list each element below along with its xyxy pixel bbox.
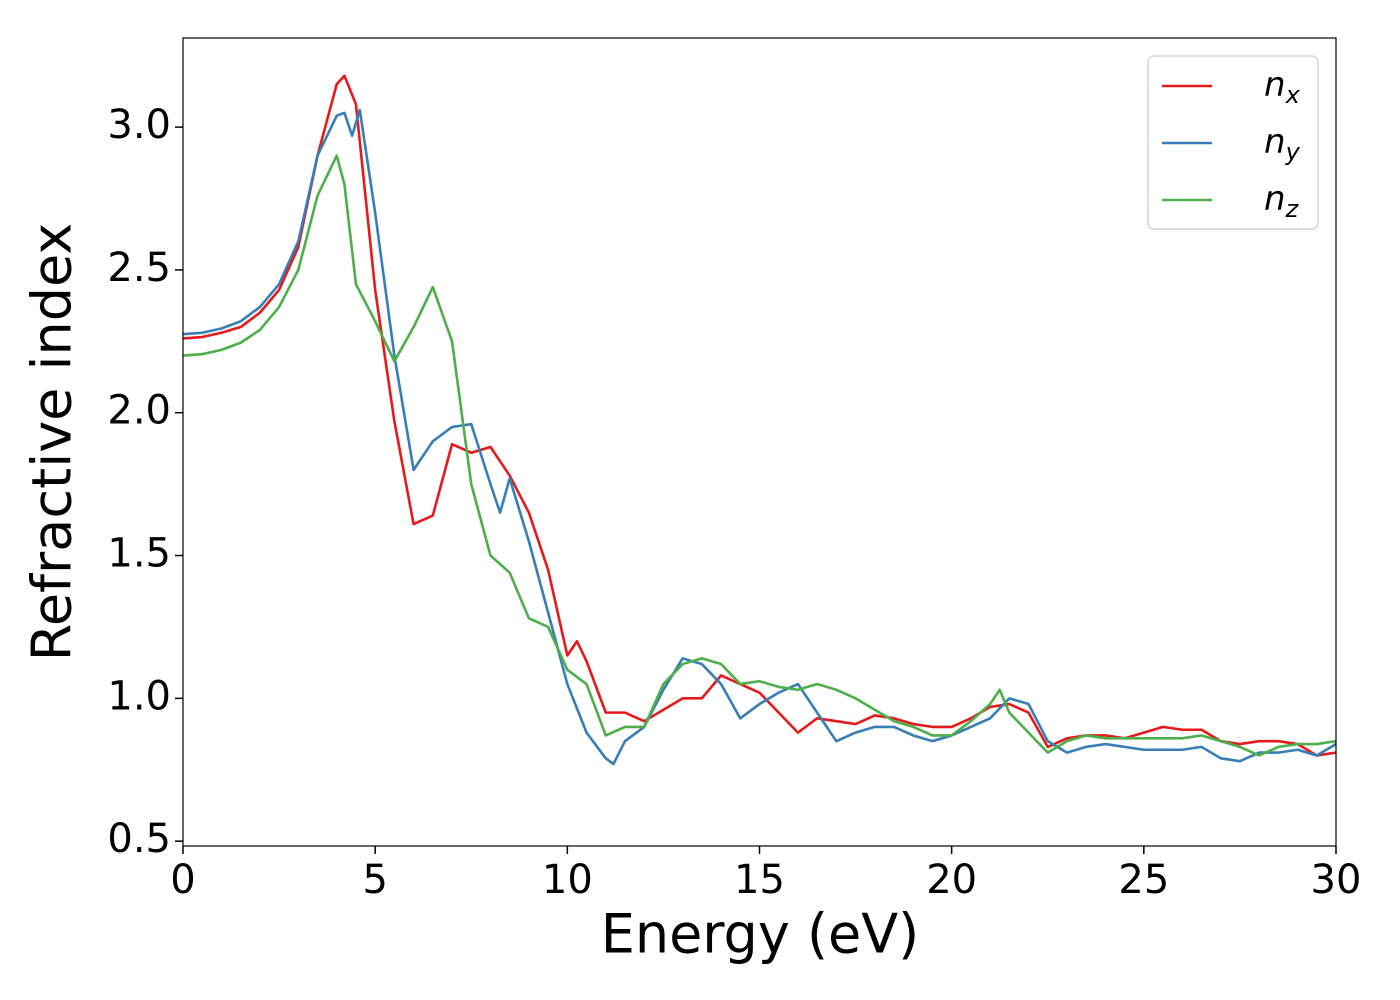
y-tick-label: 1.5 [107,531,171,577]
line-series [183,154,1336,757]
x-tick-label: 30 [1311,857,1362,903]
x-tick-label: 5 [362,857,387,903]
plot-frame [182,37,1337,847]
line-series [183,108,1336,766]
x-tick-label: 25 [1118,857,1169,903]
legend-label: ny [1264,122,1301,167]
legend-label: nx [1264,65,1301,110]
x-tick-label: 15 [734,857,785,903]
legend-box [1147,55,1319,230]
y-tick-label: 3.0 [107,102,171,148]
legend-label: nz [1264,179,1300,224]
y-tick-label: 2.5 [107,245,171,291]
x-tick-label: 20 [926,857,977,903]
x-tick-label: 10 [542,857,593,903]
y-tick-label: 0.5 [107,816,171,862]
y-tick-label: 1.0 [107,673,171,719]
x-tick-label: 0 [170,857,195,903]
legend: nx ny nz [1147,55,1319,230]
y-axis-label: Refractive index [21,223,84,662]
x-axis-label: Energy (eV) [601,903,920,966]
y-tick-label: 2.0 [107,388,171,434]
